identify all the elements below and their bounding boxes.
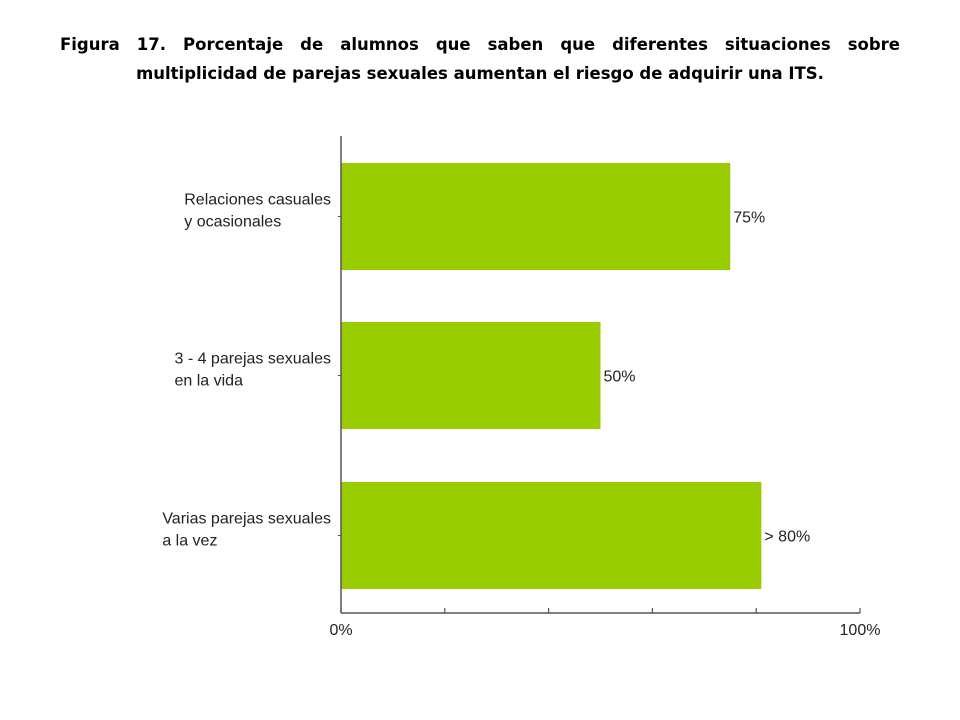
category-label: Varias parejas sexuales a la vez <box>162 511 331 550</box>
figure-title: Figura 17. Porcentaje de alumnos que sab… <box>60 35 900 83</box>
axes-group <box>338 136 861 614</box>
bar <box>341 322 601 429</box>
x-tick-label: 100% <box>840 622 881 639</box>
bars-group <box>341 163 762 589</box>
category-label: 3 - 4 parejas sexuales en la vida <box>174 351 331 390</box>
labels-group: Relaciones casuales y ocasionales 75% 3 - 4… <box>162 192 880 640</box>
bar <box>341 163 731 270</box>
value-label: > 80% <box>764 529 810 546</box>
category-label: Relaciones casuales y ocasionales <box>184 192 331 231</box>
value-label: 75% <box>733 210 765 227</box>
bar <box>341 482 762 589</box>
value-label: 50% <box>604 369 636 386</box>
x-tick-label: 0% <box>329 622 352 639</box>
